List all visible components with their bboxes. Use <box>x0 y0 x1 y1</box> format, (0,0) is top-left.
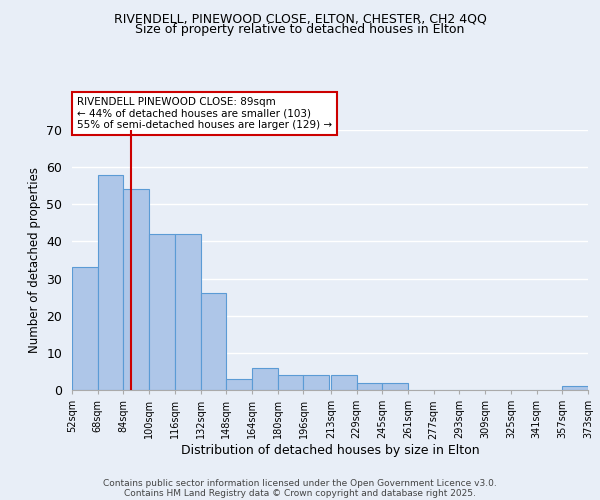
Bar <box>226 379 252 390</box>
Text: RIVENDELL PINEWOOD CLOSE: 89sqm
← 44% of detached houses are smaller (103)
55% o: RIVENDELL PINEWOOD CLOSE: 89sqm ← 44% of… <box>77 97 332 130</box>
Bar <box>98 174 124 390</box>
Bar <box>124 190 149 390</box>
Bar <box>331 375 356 390</box>
Bar <box>200 294 226 390</box>
Bar <box>175 234 200 390</box>
Text: Size of property relative to detached houses in Elton: Size of property relative to detached ho… <box>136 22 464 36</box>
Bar <box>278 375 304 390</box>
Bar <box>72 268 98 390</box>
Text: Contains public sector information licensed under the Open Government Licence v3: Contains public sector information licen… <box>103 478 497 488</box>
Y-axis label: Number of detached properties: Number of detached properties <box>28 167 41 353</box>
Bar <box>562 386 588 390</box>
Text: RIVENDELL, PINEWOOD CLOSE, ELTON, CHESTER, CH2 4QQ: RIVENDELL, PINEWOOD CLOSE, ELTON, CHESTE… <box>113 12 487 26</box>
Text: Contains HM Land Registry data © Crown copyright and database right 2025.: Contains HM Land Registry data © Crown c… <box>124 488 476 498</box>
X-axis label: Distribution of detached houses by size in Elton: Distribution of detached houses by size … <box>181 444 479 457</box>
Bar <box>252 368 278 390</box>
Bar <box>304 375 329 390</box>
Bar <box>382 382 408 390</box>
Bar <box>356 382 382 390</box>
Bar <box>149 234 175 390</box>
